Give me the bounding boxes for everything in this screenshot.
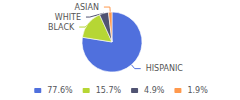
svg-text:77.6%: 77.6% bbox=[47, 86, 73, 95]
svg-text:ASIAN: ASIAN bbox=[75, 3, 99, 12]
svg-text:WHITE: WHITE bbox=[55, 13, 81, 22]
svg-text:BLACK: BLACK bbox=[48, 23, 75, 32]
svg-text:15.7%: 15.7% bbox=[96, 86, 122, 95]
svg-text:HISPANIC: HISPANIC bbox=[146, 64, 184, 73]
svg-text:1.9%: 1.9% bbox=[187, 86, 208, 95]
svg-text:4.9%: 4.9% bbox=[144, 86, 165, 95]
